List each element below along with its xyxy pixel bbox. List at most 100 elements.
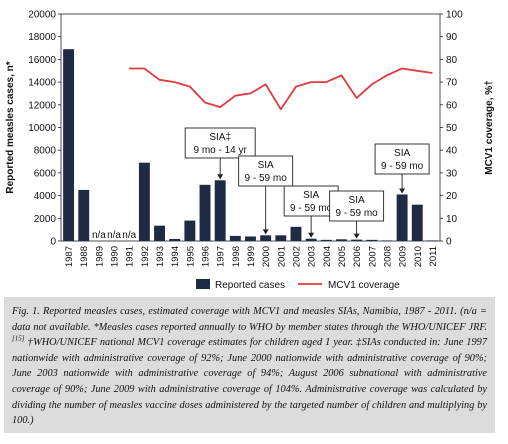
right-axis-tick-label: 100 (446, 10, 463, 21)
x-axis-tick-label: 1992 (140, 246, 151, 267)
left-axis-tick-label: 14000 (28, 78, 56, 89)
bar-reported-cases (366, 239, 378, 241)
x-axis-tick-label: 2001 (276, 246, 287, 267)
sia-annotation-box (329, 190, 385, 222)
line-mcv1-coverage (129, 67, 433, 111)
right-axis-tick-label: 10 (446, 214, 458, 225)
x-axis-tick-label: 1989 (94, 246, 105, 267)
bar-reported-cases (336, 239, 347, 241)
sia-annotation-title: SIA (303, 190, 319, 201)
x-axis-tick-label: 1994 (170, 246, 181, 267)
right-axis-tick-label: 50 (446, 123, 458, 134)
left-axis-tick-label: 2000 (34, 214, 57, 225)
x-axis-tick-label: 1991 (125, 246, 136, 267)
bar-reported-cases (426, 240, 438, 242)
sia-annotation-age-range: 9 - 59 mo (381, 161, 424, 172)
na-label: n/a (107, 230, 121, 241)
bar-reported-cases (199, 184, 211, 241)
right-axis-tick-label: 80 (446, 55, 458, 66)
bar-reported-cases (396, 194, 408, 241)
left-axis-tick-label: 18000 (28, 32, 56, 43)
caption-reference: [15] (12, 334, 25, 343)
bar-reported-cases (63, 49, 75, 242)
sia-annotation-arrowhead (308, 232, 315, 238)
x-axis-tick-label: 2003 (307, 246, 318, 267)
right-axis-tick-label: 40 (446, 146, 458, 157)
left-axis-tick-label: 10000 (28, 123, 56, 134)
bar-reported-cases (184, 220, 196, 241)
x-axis-tick-label: 1988 (79, 246, 90, 267)
bar-reported-cases (229, 235, 241, 241)
x-axis-tick-label: 1997 (216, 246, 227, 267)
sia-annotation-box (283, 185, 339, 217)
x-axis-tick-label: 2011 (428, 246, 439, 266)
sia-annotation-title: SIA (394, 148, 410, 159)
x-axis-tick-label: 2000 (261, 246, 272, 267)
right-axis-tick-label: 70 (446, 78, 458, 89)
x-axis-tick-label: 2009 (398, 246, 409, 267)
bar-reported-cases (214, 180, 226, 241)
left-axis-tick-label: 12000 (28, 100, 56, 111)
legend-label-mcv1-coverage: MCV1 coverage (328, 280, 400, 291)
legend-swatch-reported-cases (196, 279, 210, 289)
left-axis-tick-label: 8000 (34, 146, 57, 157)
chart: 0 2000 4000 6000 8000 10000 12000 14000 16000 180… (5, 10, 495, 292)
sia-annotation-arrowhead (217, 174, 224, 180)
left-axis-tick-label: 20000 (28, 10, 56, 21)
sia-annotation-arrowhead (399, 188, 406, 194)
sia-annotation-title: SIA (258, 160, 274, 171)
bar-reported-cases (305, 238, 317, 241)
sia-annotation-arrowhead (262, 229, 269, 235)
left-axis-title: Reported measles cases, n* (5, 61, 16, 193)
bar-reported-cases (320, 239, 332, 241)
na-label: n/a (92, 230, 106, 241)
bar-reported-cases (154, 225, 165, 241)
caption-text-continued: †WHO/UNICEF national MCV1 coverage estim… (12, 337, 487, 427)
bar-reported-cases (411, 204, 423, 241)
left-axis-tick-label: 4000 (34, 191, 57, 202)
x-axis-tick-label: 1990 (110, 246, 121, 267)
caption-text: Fig. 1. Reported measles cases, estimate… (12, 306, 487, 333)
bar-reported-cases (381, 240, 393, 242)
figure-caption: Fig. 1. Reported measles cases, estimate… (4, 297, 495, 433)
x-axis-tick-label: 2006 (352, 246, 363, 267)
x-axis-tick-label: 2007 (367, 246, 378, 267)
sia-annotation-title: SIA‡ (209, 132, 231, 143)
x-axis-tick-label: 1999 (246, 246, 257, 267)
right-axis-title: MCV1 coverage, %† (484, 80, 495, 175)
x-axis-tick-label: 2008 (382, 246, 393, 267)
left-axis-tick-label: 16000 (28, 55, 56, 66)
bar-reported-cases (78, 189, 90, 241)
bar-reported-cases (290, 226, 302, 241)
x-axis-tick-label: 2002 (291, 246, 302, 267)
na-label: n/a (122, 230, 136, 241)
x-axis-tick-label: 1995 (185, 246, 196, 267)
x-axis-tick-label: 1993 (155, 246, 166, 267)
sia-annotation-box (238, 155, 294, 187)
sia-annotation-box (374, 143, 430, 175)
legend-label-reported-cases: Reported cases (215, 280, 285, 291)
bar-reported-cases (351, 239, 363, 241)
x-axis-tick-label: 2004 (322, 246, 333, 267)
sia-annotation-arrowhead (353, 233, 360, 239)
x-axis-tick-label: 1996 (201, 246, 212, 267)
left-axis-tick-label: 0 (50, 237, 56, 248)
right-axis-tick-label: 20 (446, 191, 458, 202)
right-axis-tick-label: 30 (446, 168, 458, 179)
bar-reported-cases (245, 236, 256, 241)
sia-annotation-age-range: 9 - 59 mo (245, 173, 288, 184)
bar-reported-cases (260, 235, 272, 241)
right-axis-tick-label: 60 (446, 100, 458, 111)
sia-annotation-box (184, 127, 256, 159)
sia-annotation-title: SIA (349, 195, 365, 206)
x-axis-tick-label: 1998 (231, 246, 242, 267)
right-axis-tick-label: 0 (446, 237, 452, 248)
x-axis-tick-label: 2005 (337, 246, 348, 267)
bar-reported-cases (138, 162, 150, 241)
sia-annotation-age-range: 9 - 59 mo (335, 208, 378, 219)
sia-annotation-age-range: 9 - 59 mo (290, 203, 333, 214)
x-axis-tick-label: 1987 (64, 246, 75, 267)
bar-reported-cases (169, 238, 181, 241)
sia-annotation-age-range: 9 mo - 14 yr (194, 145, 248, 156)
x-axis-tick-label: 2010 (413, 246, 424, 267)
